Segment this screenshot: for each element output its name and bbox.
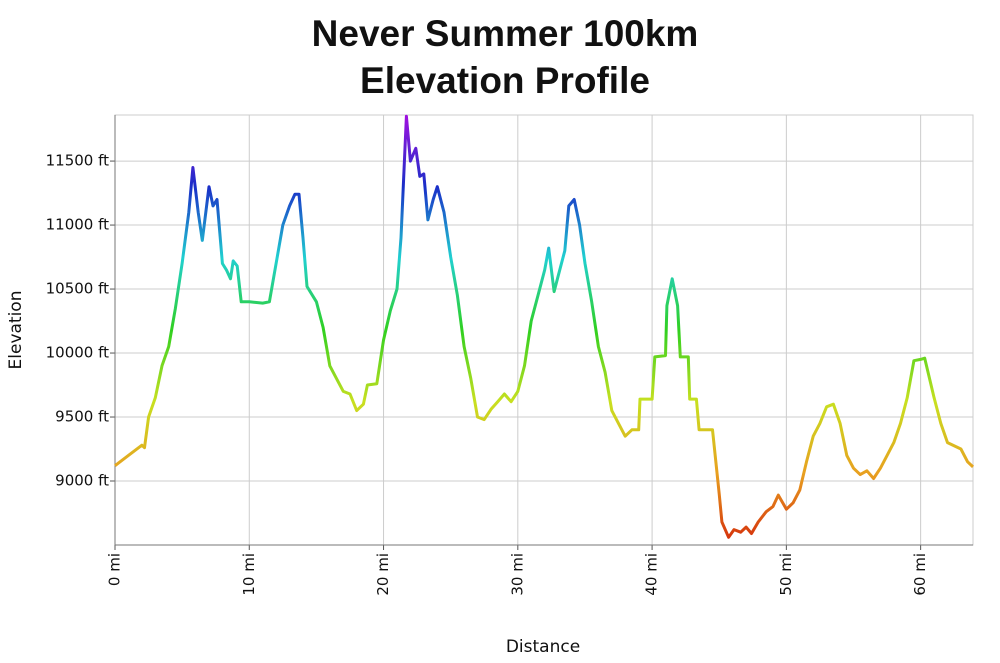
x-tick-label: 50 mi — [777, 553, 795, 596]
x-tick-label: 30 mi — [508, 553, 526, 596]
y-tick-label: 11000 ft — [46, 216, 110, 234]
y-tick-label: 10500 ft — [46, 280, 110, 298]
y-axis-label: Elevation — [6, 291, 26, 370]
elevation-line — [114, 114, 975, 539]
chart-title: Elevation Profile — [360, 60, 650, 101]
y-tick-label: 11500 ft — [46, 152, 110, 170]
y-tick-label: 9000 ft — [55, 472, 109, 490]
x-tick-label: 40 mi — [643, 553, 661, 596]
x-tick-label: 60 mi — [911, 553, 929, 596]
x-tick-label: 10 mi — [240, 553, 258, 596]
y-tick-label: 10000 ft — [46, 344, 110, 362]
y-tick-label: 9500 ft — [55, 408, 109, 426]
x-tick-label: 0 mi — [106, 553, 124, 586]
chart-title: Never Summer 100km — [312, 13, 699, 54]
plot-frame — [114, 114, 974, 546]
x-tick-label: 20 mi — [374, 553, 392, 596]
x-axis-label: Distance — [506, 637, 580, 657]
